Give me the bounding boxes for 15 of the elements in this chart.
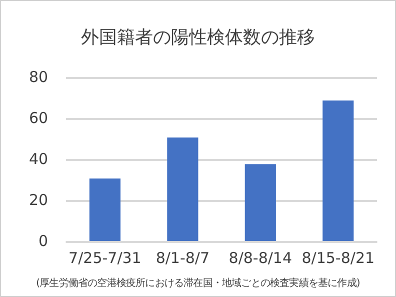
- bar: [322, 100, 354, 241]
- x-tick-label: 8/15-8/21: [302, 248, 375, 267]
- bar: [167, 137, 198, 241]
- bar: [244, 164, 276, 241]
- y-tick-label: 80: [28, 68, 48, 86]
- y-tick-label: 0: [38, 232, 48, 250]
- x-tick-label: 8/1-8/7: [156, 248, 210, 267]
- y-tick-label: 40: [28, 150, 48, 168]
- x-tick-label: 7/25-7/31: [68, 248, 142, 267]
- chart-title: 外国籍者の陽性検体数の推移: [80, 26, 316, 49]
- text: (厚生労働省の空港検疫所における滞在国・地域ごとの検査実績を基に作成): [35, 276, 361, 290]
- y-tick-label: 60: [28, 108, 48, 127]
- x-tick-label: 8/8-8/14: [228, 248, 292, 267]
- bar: [89, 178, 120, 241]
- y-tick-label: 20: [28, 190, 48, 209]
